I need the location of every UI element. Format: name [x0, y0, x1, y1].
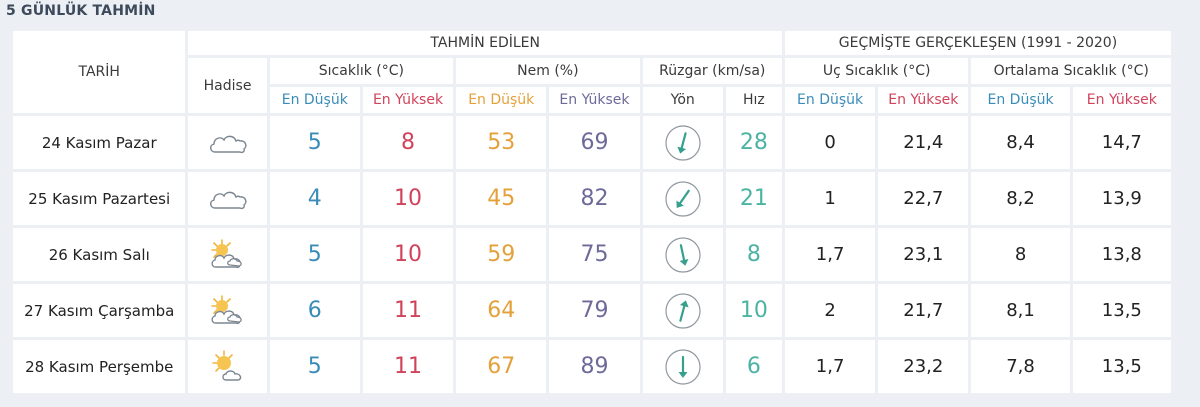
- table-row: 24 Kasım Pazar 5 8 53 69 28 0 21,4 8,4 1…: [13, 116, 1171, 169]
- temp-high-cell: 10: [362, 228, 454, 281]
- average-low-cell: 7,8: [971, 340, 1070, 393]
- partly-cloudy-icon: [206, 293, 250, 329]
- extreme-temperature-header: Uç Sıcaklık (°C): [784, 58, 969, 84]
- wind-direction-arrow-icon: [664, 236, 702, 274]
- humidity-high-cell: 75: [549, 228, 640, 281]
- humidity-low-cell: 59: [456, 228, 547, 281]
- cloudy-icon: [206, 181, 250, 217]
- wind-speed-cell: 10: [725, 284, 782, 337]
- event-cell: [188, 228, 267, 281]
- average-high-cell: 13,5: [1072, 340, 1171, 393]
- wind-speed-cell: 6: [725, 340, 782, 393]
- wind-direction-cell: [642, 340, 723, 393]
- temp-high-cell: 8: [362, 116, 454, 169]
- humidity-high-cell: 69: [549, 116, 640, 169]
- average-low-cell: 8: [971, 228, 1070, 281]
- average-temperature-header: Ortalama Sıcaklık (°C): [971, 58, 1171, 84]
- humidity-high-cell: 79: [549, 284, 640, 337]
- wind-direction-cell: [642, 116, 723, 169]
- temp-high-cell: 11: [362, 284, 454, 337]
- humidity-low-cell: 64: [456, 284, 547, 337]
- temp-low-cell: 5: [269, 340, 360, 393]
- average-high-header: En Yüksek: [1072, 87, 1171, 113]
- humidity-low-cell: 45: [456, 172, 547, 225]
- table-row: 27 Kasım Çarşamba 6 11 64 79 10 2 21,7 8…: [13, 284, 1171, 337]
- extreme-low-header: En Düşük: [784, 87, 876, 113]
- wind-direction-cell: [642, 228, 723, 281]
- humidity-header: Nem (%): [456, 58, 640, 84]
- average-low-cell: 8,2: [971, 172, 1070, 225]
- partly-cloudy-icon: [206, 237, 250, 273]
- event-cell: [188, 340, 267, 393]
- temp-low-cell: 4: [269, 172, 360, 225]
- date-cell: 27 Kasım Çarşamba: [13, 284, 186, 337]
- humidity-low-header: En Düşük: [456, 87, 547, 113]
- wind-direction-arrow-icon: [664, 180, 702, 218]
- date-cell: 26 Kasım Salı: [13, 228, 186, 281]
- sun-cloud-icon: [206, 349, 250, 385]
- average-low-cell: 8,1: [971, 284, 1070, 337]
- table-row: 26 Kasım Salı 5 10 59 75 8 1,7 23,1 8 13…: [13, 228, 1171, 281]
- wind-direction-cell: [642, 172, 723, 225]
- extreme-low-cell: 1,7: [784, 340, 876, 393]
- date-header: TARİH: [13, 31, 186, 113]
- temp-low-header: En Düşük: [269, 87, 360, 113]
- extreme-high-cell: 21,7: [878, 284, 969, 337]
- extreme-high-cell: 21,4: [878, 116, 969, 169]
- event-cell: [188, 116, 267, 169]
- average-high-cell: 13,5: [1072, 284, 1171, 337]
- extreme-high-header: En Yüksek: [878, 87, 969, 113]
- section-title: 5 GÜNLÜK TAHMİN: [6, 3, 156, 19]
- wind-direction-arrow-icon: [664, 124, 702, 162]
- average-low-header: En Düşük: [971, 87, 1070, 113]
- extreme-low-cell: 1: [784, 172, 876, 225]
- wind-header: Rüzgar (km/sa): [642, 58, 782, 84]
- humidity-low-cell: 53: [456, 116, 547, 169]
- average-high-cell: 14,7: [1072, 116, 1171, 169]
- wind-speed-header: Hız: [725, 87, 782, 113]
- average-low-cell: 8,4: [971, 116, 1070, 169]
- extreme-low-cell: 0: [784, 116, 876, 169]
- wind-speed-cell: 28: [725, 116, 782, 169]
- date-cell: 28 Kasım Perşembe: [13, 340, 186, 393]
- event-header: Hadise: [188, 58, 267, 113]
- humidity-high-cell: 82: [549, 172, 640, 225]
- wind-direction-arrow-icon: [664, 348, 702, 386]
- extreme-low-cell: 2: [784, 284, 876, 337]
- temp-low-cell: 6: [269, 284, 360, 337]
- temp-high-cell: 10: [362, 172, 454, 225]
- temp-low-cell: 5: [269, 228, 360, 281]
- extreme-high-cell: 23,1: [878, 228, 969, 281]
- historical-group-header: GEÇMİŞTE GERÇEKLEŞEN (1991 - 2020): [784, 31, 1171, 55]
- wind-speed-cell: 21: [725, 172, 782, 225]
- table-row: 25 Kasım Pazartesi 4 10 45 82 21 1 22,7 …: [13, 172, 1171, 225]
- cloudy-icon: [206, 125, 250, 161]
- event-cell: [188, 172, 267, 225]
- humidity-high-cell: 89: [549, 340, 640, 393]
- date-cell: 24 Kasım Pazar: [13, 116, 186, 169]
- average-high-cell: 13,9: [1072, 172, 1171, 225]
- humidity-high-header: En Yüksek: [549, 87, 640, 113]
- humidity-low-cell: 67: [456, 340, 547, 393]
- forecast-table: TARİH TAHMİN EDİLEN GEÇMİŞTE GERÇEKLEŞEN…: [10, 28, 1174, 396]
- temp-low-cell: 5: [269, 116, 360, 169]
- wind-direction-cell: [642, 284, 723, 337]
- extreme-low-cell: 1,7: [784, 228, 876, 281]
- wind-speed-cell: 8: [725, 228, 782, 281]
- extreme-high-cell: 22,7: [878, 172, 969, 225]
- event-cell: [188, 284, 267, 337]
- wind-direction-arrow-icon: [664, 292, 702, 330]
- temperature-header: Sıcaklık (°C): [269, 58, 454, 84]
- temp-high-cell: 11: [362, 340, 454, 393]
- average-high-cell: 13,8: [1072, 228, 1171, 281]
- table-row: 28 Kasım Perşembe 5 11 67 89 6 1,7 23,2 …: [13, 340, 1171, 393]
- extreme-high-cell: 23,2: [878, 340, 969, 393]
- temp-high-header: En Yüksek: [362, 87, 454, 113]
- wind-direction-header: Yön: [642, 87, 723, 113]
- forecast-group-header: TAHMİN EDİLEN: [188, 31, 782, 55]
- date-cell: 25 Kasım Pazartesi: [13, 172, 186, 225]
